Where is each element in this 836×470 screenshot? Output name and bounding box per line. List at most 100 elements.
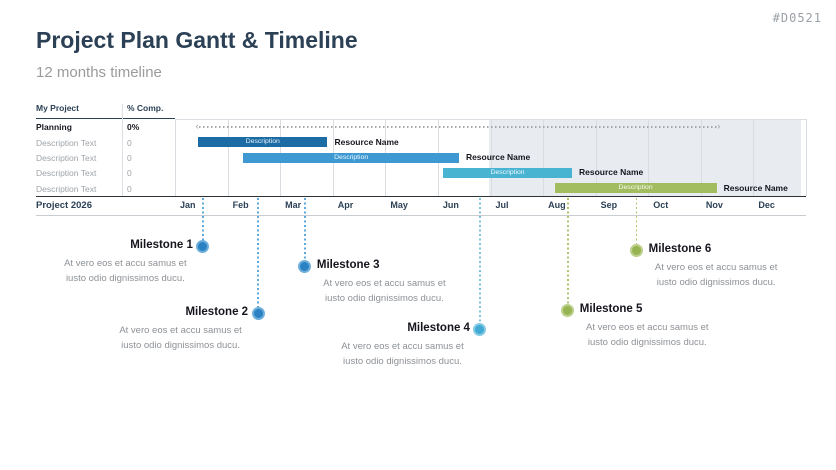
gantt-bar: Description xyxy=(243,152,459,163)
arrow-left-icon: ‹ xyxy=(195,121,199,132)
table-column-divider xyxy=(122,104,123,196)
table-header-comp: % Comp. xyxy=(127,103,164,113)
milestone-dot xyxy=(630,243,644,257)
month-gridline xyxy=(648,119,650,196)
table-row-name: Description Text xyxy=(36,168,97,179)
month-label: Aug xyxy=(548,200,566,210)
resource-name-label: Resource Name xyxy=(723,182,788,193)
month-label: Jun xyxy=(442,200,459,210)
gantt-bar: Description xyxy=(443,167,572,178)
milestone-description-line: iusto odio dignissimos ducu. xyxy=(343,355,462,367)
month-label: Jul xyxy=(495,200,509,210)
milestone-dot xyxy=(561,303,575,317)
bar-description-label: Description xyxy=(334,153,369,161)
gantt-bar: Description xyxy=(554,183,717,194)
month-label: May xyxy=(390,200,408,210)
month-label: Dec xyxy=(758,200,775,210)
resource-name-label: Resource Name xyxy=(465,152,531,162)
milestone-description: At vero eos et accu samus et iusto odio d… xyxy=(335,340,470,369)
resource-name-label: Resource Name xyxy=(579,167,644,178)
milestone-label: Milestone 4 xyxy=(407,322,470,334)
table-row-name: Description Text xyxy=(36,183,97,194)
month-label: Apr xyxy=(337,200,354,210)
table-row-comp: 0 xyxy=(127,153,132,163)
milestone-dot xyxy=(473,322,487,336)
month-gridline xyxy=(806,119,807,196)
milestone-description-line: At vero eos et accu samus et xyxy=(323,278,446,289)
milestone-dot xyxy=(196,239,210,253)
milestone-description: At vero eos et accu samus et iusto odio d… xyxy=(317,277,452,306)
milestone-description-line: At vero eos et accu samus et xyxy=(119,325,242,336)
milestone-description-line: iusto odio dignissimos ducu. xyxy=(656,276,776,288)
milestone-dot xyxy=(298,259,312,273)
month-label: Jan xyxy=(180,200,196,210)
milestone-block: Milestone 6 At vero eos et accu samus et i… xyxy=(649,242,784,290)
month-label: Oct xyxy=(653,200,669,210)
month-label: Sep xyxy=(600,200,618,210)
month-gridline xyxy=(543,119,545,196)
future-period-shading xyxy=(488,119,801,196)
milestone-block: Milestone 2 At vero eos et accu samus et i… xyxy=(113,305,248,353)
milestone-description-line: At vero eos et accu samus et xyxy=(586,322,709,333)
table-row-comp: 0 xyxy=(127,183,132,194)
milestone-block: Milestone 4 At vero eos et accu samus et i… xyxy=(335,321,470,369)
arrow-right-icon: › xyxy=(717,121,721,132)
month-gridline xyxy=(700,119,702,196)
milestone-description-line: iusto odio dignissimos ducu. xyxy=(587,336,707,348)
milestone-description-line: iusto odio dignissimos ducu. xyxy=(121,339,240,351)
milestone-description: At vero eos et accu samus et iusto odio d… xyxy=(58,257,193,286)
month-gridline xyxy=(490,119,492,196)
slide-reference-code: #D0521 xyxy=(772,11,822,25)
table-row-name: Description Text xyxy=(36,153,97,163)
table-row-comp: 0 xyxy=(127,137,132,148)
month-gridline xyxy=(175,119,176,196)
milestone-description-line: iusto odio dignissimos ducu. xyxy=(65,272,185,284)
page-subtitle: 12 months timeline xyxy=(36,64,162,81)
milestone-label: Milestone 6 xyxy=(648,243,712,255)
timeline-title: Project 2026 xyxy=(36,200,92,211)
milestone-connector xyxy=(635,197,638,245)
bar-description-label: Description xyxy=(618,184,653,192)
resource-name-label: Resource Name xyxy=(334,136,399,147)
bar-description-label: Description xyxy=(490,168,525,176)
month-label: Mar xyxy=(285,200,302,210)
milestone-connector xyxy=(479,197,481,324)
milestone-label: Milestone 1 xyxy=(130,239,193,251)
month-gridline xyxy=(753,119,755,196)
milestone-description: At vero eos et accu samus et iusto odio d… xyxy=(113,324,248,353)
planning-span-dotted-line xyxy=(198,126,720,128)
table-header-underline xyxy=(36,117,175,119)
table-row-comp: 0% xyxy=(127,122,140,133)
milestone-label: Milestone 5 xyxy=(579,303,643,315)
milestone-description-line: iusto odio dignissimos ducu. xyxy=(324,292,444,304)
table-row-name: Planning xyxy=(36,122,72,133)
month-label: Feb xyxy=(232,200,249,210)
milestone-connector xyxy=(257,197,259,308)
milestone-description: At vero eos et accu samus et iusto odio d… xyxy=(580,321,715,350)
milestone-label: Milestone 3 xyxy=(316,259,380,271)
milestone-description-line: At vero eos et accu samus et xyxy=(654,262,778,273)
milestone-block: Milestone 1 At vero eos et accu samus et i… xyxy=(58,238,193,286)
milestone-connector xyxy=(304,197,306,261)
table-header-project: My Project xyxy=(36,103,79,113)
milestone-block: Milestone 5 At vero eos et accu samus et i… xyxy=(580,302,715,350)
table-row-comp: 0 xyxy=(127,168,132,179)
milestone-description: At vero eos et accu samus et iusto odio d… xyxy=(649,261,784,290)
table-row-name: Description Text xyxy=(36,137,97,148)
gantt-bar: Description xyxy=(198,137,328,148)
milestone-connector xyxy=(202,197,204,241)
milestone-description-line: At vero eos et accu samus et xyxy=(341,341,464,352)
milestone-connector xyxy=(567,197,569,305)
milestone-label: Milestone 2 xyxy=(185,306,249,318)
timeline-separator-line xyxy=(36,195,806,198)
page-title: Project Plan Gantt & Timeline xyxy=(36,27,358,53)
milestone-block: Milestone 3 At vero eos et accu samus et i… xyxy=(317,258,452,306)
bar-description-label: Description xyxy=(245,138,280,146)
timeline-bottom-line xyxy=(36,214,806,216)
month-gridline xyxy=(227,119,229,196)
milestone-description-line: At vero eos et accu samus et xyxy=(64,258,187,269)
month-gridline xyxy=(595,119,597,196)
month-label: Nov xyxy=(705,200,723,210)
milestone-dot xyxy=(251,306,265,320)
